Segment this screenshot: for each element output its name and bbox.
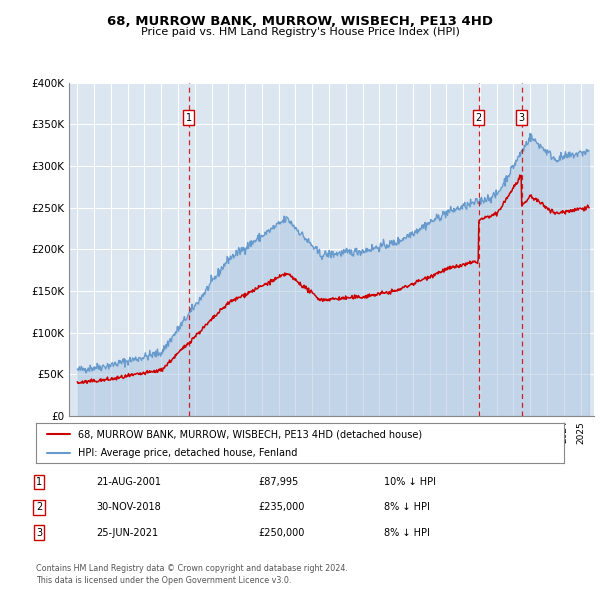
Text: Price paid vs. HM Land Registry's House Price Index (HPI): Price paid vs. HM Land Registry's House … bbox=[140, 27, 460, 37]
Text: 1: 1 bbox=[186, 113, 192, 123]
Text: £235,000: £235,000 bbox=[258, 503, 304, 512]
Text: Contains HM Land Registry data © Crown copyright and database right 2024.
This d: Contains HM Land Registry data © Crown c… bbox=[36, 565, 348, 585]
Text: HPI: Average price, detached house, Fenland: HPI: Average price, detached house, Fenl… bbox=[78, 448, 298, 458]
Text: 8% ↓ HPI: 8% ↓ HPI bbox=[384, 503, 430, 512]
Text: 3: 3 bbox=[518, 113, 525, 123]
Text: £87,995: £87,995 bbox=[258, 477, 298, 487]
Text: 2: 2 bbox=[36, 503, 42, 512]
Text: 30-NOV-2018: 30-NOV-2018 bbox=[96, 503, 161, 512]
Text: 8% ↓ HPI: 8% ↓ HPI bbox=[384, 528, 430, 537]
Text: 25-JUN-2021: 25-JUN-2021 bbox=[96, 528, 158, 537]
Text: 2: 2 bbox=[475, 113, 482, 123]
Text: 1: 1 bbox=[36, 477, 42, 487]
Text: £250,000: £250,000 bbox=[258, 528, 304, 537]
Text: 21-AUG-2001: 21-AUG-2001 bbox=[96, 477, 161, 487]
Text: 10% ↓ HPI: 10% ↓ HPI bbox=[384, 477, 436, 487]
Text: 68, MURROW BANK, MURROW, WISBECH, PE13 4HD: 68, MURROW BANK, MURROW, WISBECH, PE13 4… bbox=[107, 15, 493, 28]
Text: 68, MURROW BANK, MURROW, WISBECH, PE13 4HD (detached house): 68, MURROW BANK, MURROW, WISBECH, PE13 4… bbox=[78, 430, 422, 440]
Text: 3: 3 bbox=[36, 528, 42, 537]
